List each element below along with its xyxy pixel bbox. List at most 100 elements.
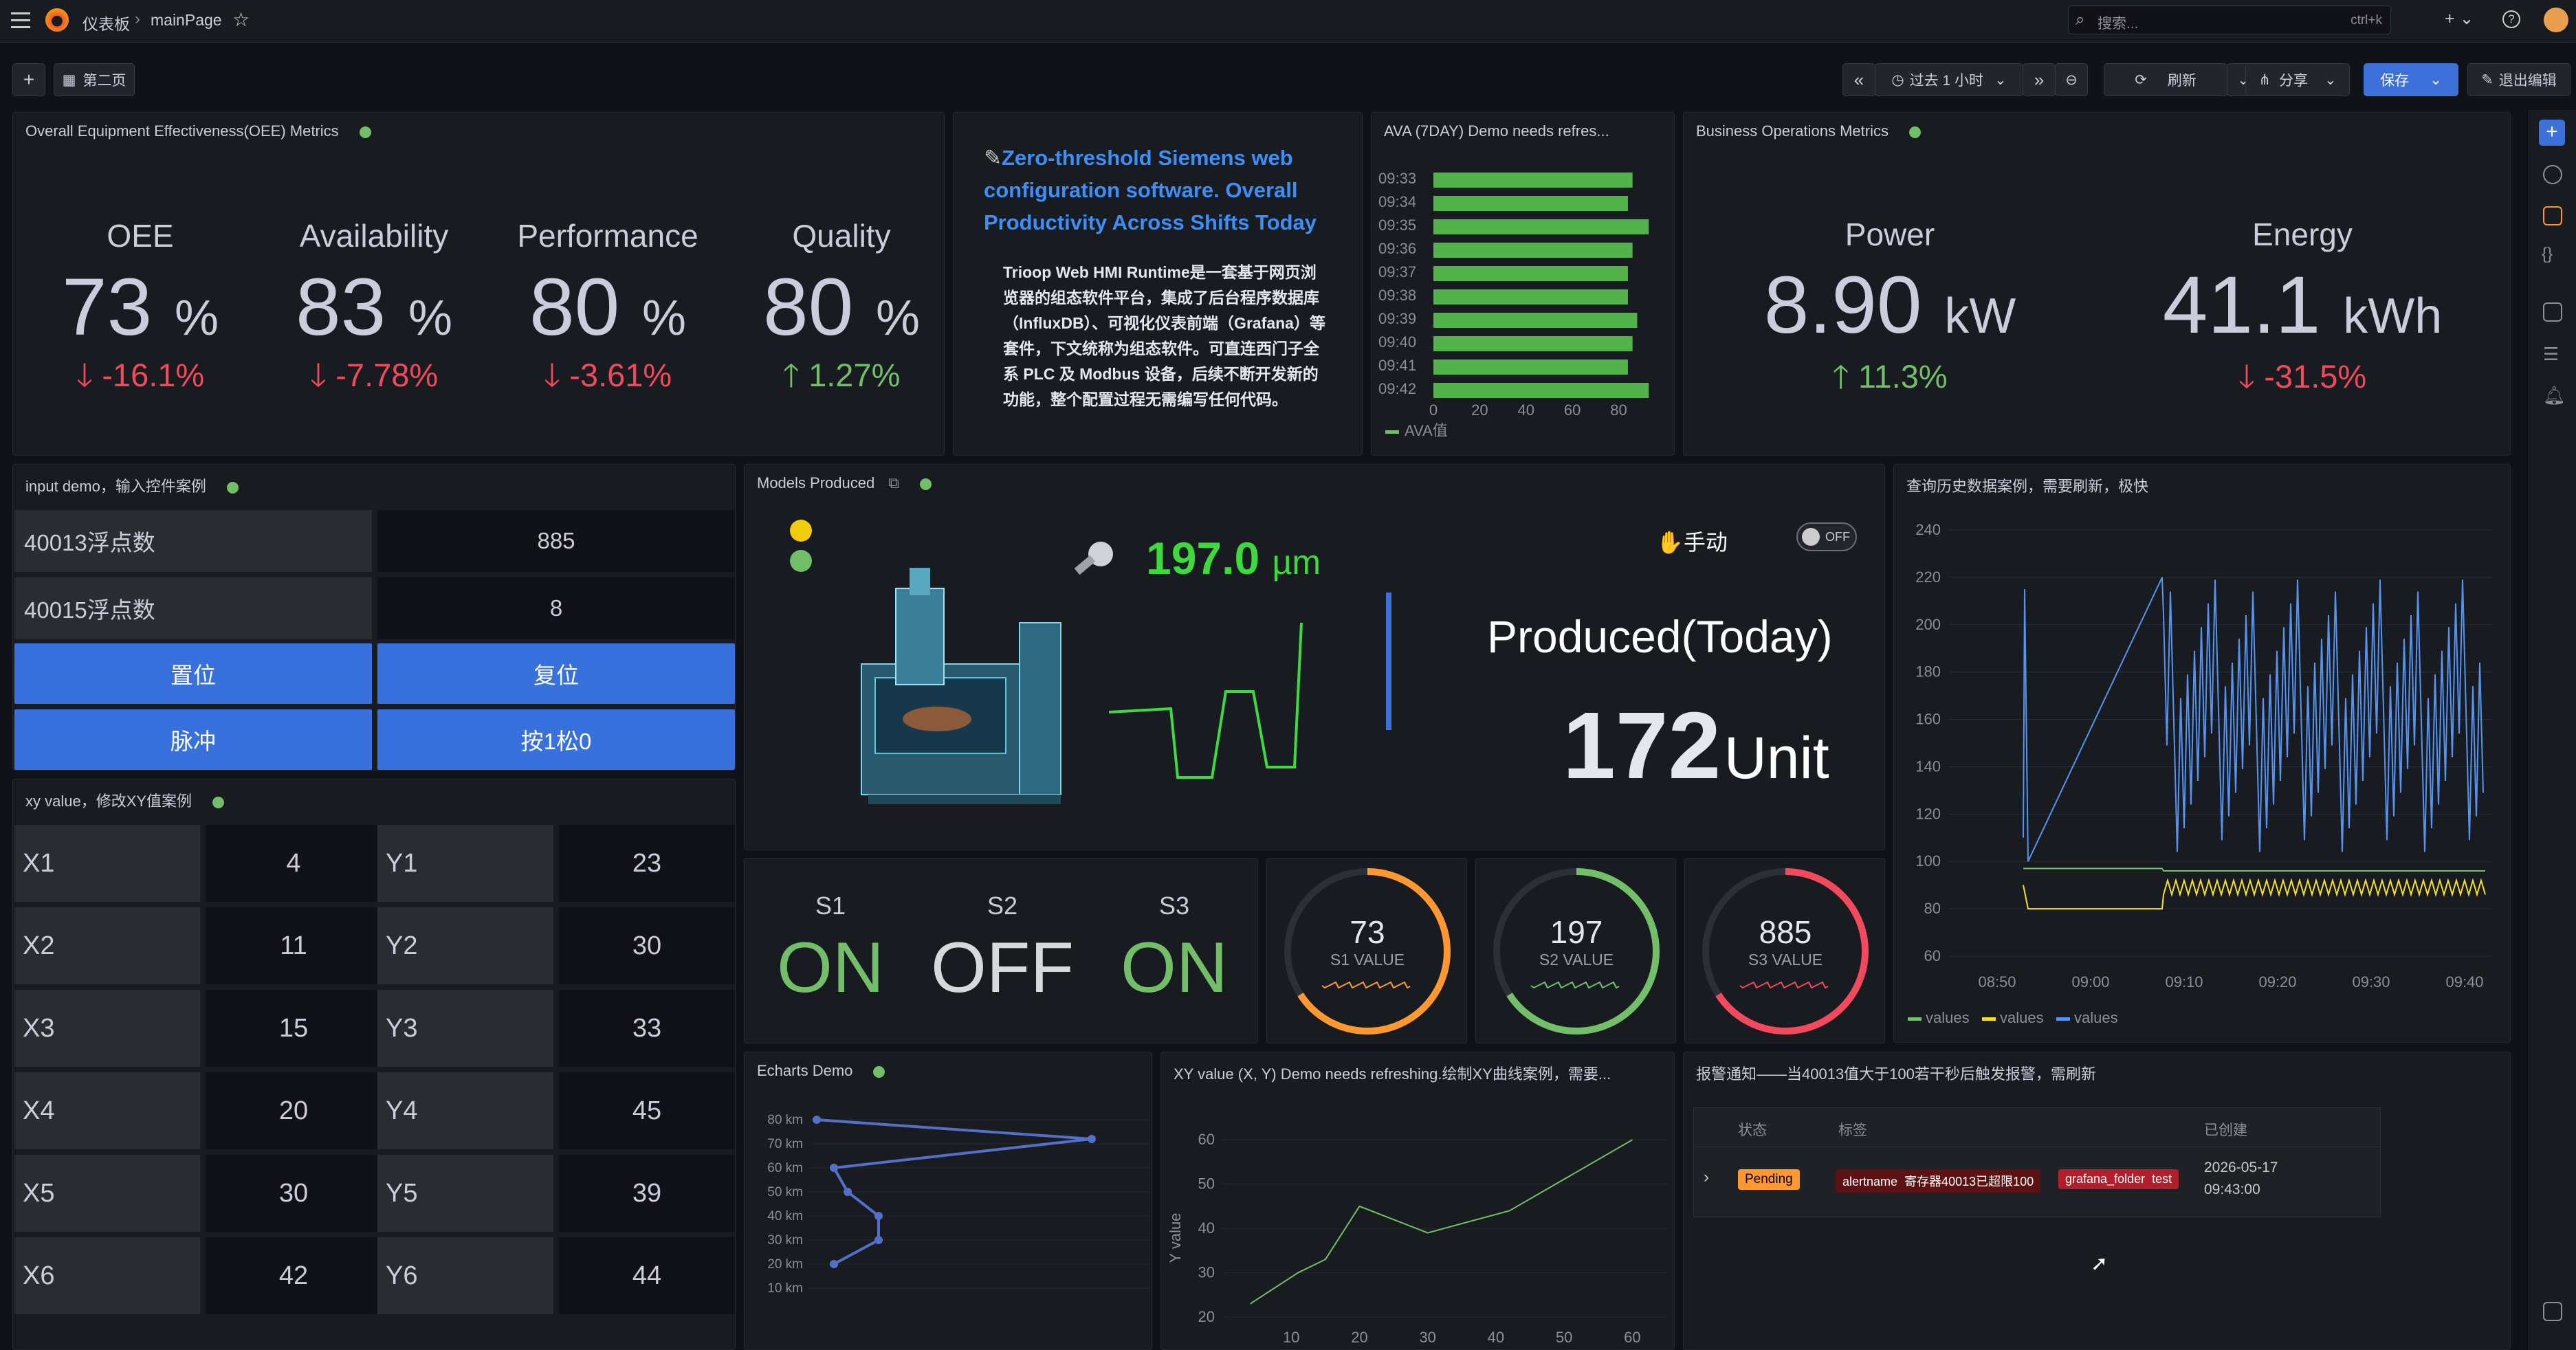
energy-value: 41.1 kWh xyxy=(2162,260,2443,351)
y-value-input[interactable]: 45 xyxy=(559,1072,735,1149)
time-forward-button[interactable]: » xyxy=(2023,63,2056,96)
external-link-icon[interactable]: ⧉ xyxy=(888,474,899,491)
star-icon[interactable]: ☆ xyxy=(232,9,250,30)
y-label: Y3 xyxy=(377,990,553,1067)
menu-icon[interactable] xyxy=(11,12,30,29)
y-value-input[interactable]: 33 xyxy=(559,990,735,1067)
import-icon[interactable] xyxy=(2543,302,2562,322)
panel-title: 查询历史数据案例，需要刷新，极快 xyxy=(1906,478,2149,495)
add-panel-icon[interactable]: + xyxy=(2539,120,2565,146)
help-icon[interactable]: ? xyxy=(2502,10,2520,28)
code-icon[interactable]: {} xyxy=(2542,245,2553,263)
alert-row[interactable]: › Pending alertname 寄存器40013已超限100 grafa… xyxy=(1694,1147,2381,1215)
ava-panel[interactable]: AVA (7DAY) Demo needs refres... 0 20 40 60 8… xyxy=(1371,112,1675,456)
x-value-input[interactable]: 42 xyxy=(206,1237,382,1314)
gauge-panel-s1[interactable]: 73 S1 VALUE xyxy=(1266,858,1467,1043)
produced-value: 172 Unit xyxy=(1563,693,1829,799)
chevron-right-icon[interactable]: › xyxy=(1704,1168,1709,1186)
toggle-knob xyxy=(1802,528,1820,546)
settings-icon[interactable] xyxy=(2543,165,2562,184)
x-value-input[interactable]: 11 xyxy=(206,907,382,984)
y-value-input[interactable]: 44 xyxy=(559,1237,735,1314)
y-tick-label: 120 xyxy=(1915,805,1941,822)
models-produced-panel[interactable]: Models Produced ⧉ 197.0 µm ✋手动 OFF Produc… xyxy=(744,464,1885,850)
user-avatar[interactable] xyxy=(2544,8,2568,32)
category-label: 09:38 xyxy=(1378,287,1416,304)
refresh-button[interactable]: ⟳ 刷新 xyxy=(2104,63,2227,96)
search-box[interactable]: ⌕ 搜索... ctrl+k xyxy=(2068,5,2391,34)
bar xyxy=(1433,219,1649,234)
x-tick-label: 40 xyxy=(1517,401,1534,419)
indicator-light-green xyxy=(790,550,812,572)
x-tick-label: 30 xyxy=(1419,1329,1435,1346)
refresh-icon: ⟳ xyxy=(2135,71,2147,88)
input-field-40015[interactable]: 8 xyxy=(377,577,735,639)
y-tick-label: 60 xyxy=(1924,947,1941,964)
s1-gauge-value: 73 xyxy=(1350,914,1385,950)
x-value-input[interactable]: 30 xyxy=(206,1155,382,1232)
y-tick-label: 100 xyxy=(1915,852,1941,870)
grafana-logo-icon[interactable] xyxy=(45,8,69,32)
y-value-input[interactable]: 39 xyxy=(559,1155,735,1232)
bell-icon[interactable]: 🔔︎ xyxy=(2543,385,2566,406)
edit-sidebar: + {} ☰ 🔔︎ xyxy=(2529,110,2576,1350)
pulse-button[interactable]: 脉冲 xyxy=(14,709,372,770)
panel-title: Overall Equipment Effectiveness(OEE) Met… xyxy=(25,122,371,140)
x-value-input[interactable]: 4 xyxy=(206,825,382,902)
performance-delta: 🡓 -3.61% xyxy=(543,357,672,393)
time-picker[interactable]: ◷ 过去 1 小时 ⌄ xyxy=(1875,63,2023,96)
y-label: Y6 xyxy=(377,1237,553,1314)
breadcrumb-separator: › xyxy=(135,10,140,28)
signal-waveform xyxy=(1108,622,1303,779)
gauge-panel-s2[interactable]: 197 S2 VALUE xyxy=(1475,858,1676,1043)
x-label: X1 xyxy=(14,825,200,902)
comment-icon[interactable] xyxy=(2543,206,2562,225)
x-value-input[interactable]: 20 xyxy=(206,1072,382,1149)
set-button[interactable]: 置位 xyxy=(14,643,372,704)
share-button[interactable]: ⋔ 分享 ⌄ xyxy=(2245,63,2350,96)
oee-panel[interactable]: Overall Equipment Effectiveness(OEE) Met… xyxy=(12,112,945,456)
second-page-button[interactable]: ▦ 第二页 xyxy=(54,63,135,96)
status-dot xyxy=(919,478,932,490)
press-release-button[interactable]: 按1松0 xyxy=(377,709,735,770)
save-button[interactable]: 保存 ⌄ xyxy=(2364,63,2458,96)
reset-button[interactable]: 复位 xyxy=(377,643,735,704)
panel-title: Business Operations Metrics xyxy=(1696,122,1921,140)
pending-badge: Pending xyxy=(1738,1169,1800,1190)
sparkline xyxy=(1739,981,1829,989)
breadcrumb-dashboards[interactable]: 仪表板 xyxy=(82,15,130,33)
cursor-icon: ➚ xyxy=(2091,1252,2109,1275)
outline-icon[interactable]: ☰ xyxy=(2543,344,2560,364)
input-field-40013[interactable]: 885 xyxy=(377,510,735,572)
panel-title: XY value (X, Y) Demo needs refreshing.绘制… xyxy=(1174,1065,1611,1083)
history-panel[interactable]: 查询历史数据案例，需要刷新，极快 240 220 200 180 160 140 120 10… xyxy=(1893,464,2511,1043)
add-panel-button[interactable]: + xyxy=(12,63,45,96)
alert-panel[interactable]: 报警通知——当40013值大于100若干秒后触发报警，需刷新 状态 标签 已创建… xyxy=(1683,1052,2511,1350)
business-panel[interactable]: Business Operations Metrics Power 8.90 k… xyxy=(1683,112,2511,456)
energy-label: Energy xyxy=(2252,217,2353,252)
x-value-input[interactable]: 15 xyxy=(206,990,382,1067)
exit-edit-button[interactable]: ✎ 退出编辑 xyxy=(2467,63,2571,96)
dock-icon[interactable] xyxy=(2543,1302,2562,1321)
xy-chart-panel[interactable]: XY value (X, Y) Demo needs refreshing.绘制… xyxy=(1160,1052,1675,1350)
y-value-input[interactable]: 23 xyxy=(559,825,735,902)
y-value-input[interactable]: 30 xyxy=(559,907,735,984)
gauge-panel-s3[interactable]: 885 S3 VALUE xyxy=(1684,858,1885,1043)
add-menu-button[interactable]: + ⌄ xyxy=(2445,9,2474,28)
echarts-panel[interactable]: Echarts Demo 80 km 70 km 60 km 50 km 40 km 30… xyxy=(744,1052,1152,1350)
legend-swatch xyxy=(1385,430,1399,434)
sparkline xyxy=(1530,981,1620,989)
availability-delta: 🡓 -7.78% xyxy=(309,357,439,393)
x-tick-label: 09:30 xyxy=(2352,973,2390,991)
time-back-button[interactable]: « xyxy=(1842,63,1875,96)
panel-title: Models Produced ⧉ xyxy=(757,474,932,492)
legend-label: AVA值 xyxy=(1405,422,1448,439)
zoom-out-button[interactable]: ⊖ xyxy=(2055,63,2088,96)
breadcrumb-page[interactable]: mainPage xyxy=(151,11,222,29)
alert-table: 状态 标签 已创建 › Pending alertname 寄存器40013已超… xyxy=(1693,1107,2381,1217)
folder-tag: grafana_folder test xyxy=(2058,1169,2179,1189)
legend-swatch xyxy=(1982,1017,1996,1021)
manual-toggle[interactable]: OFF xyxy=(1796,522,1857,551)
top-navbar: 仪表板 › mainPage ☆ ⌕ 搜索... ctrl+k + ⌄ ? xyxy=(0,0,2576,43)
performance-label: Performance xyxy=(517,218,698,254)
